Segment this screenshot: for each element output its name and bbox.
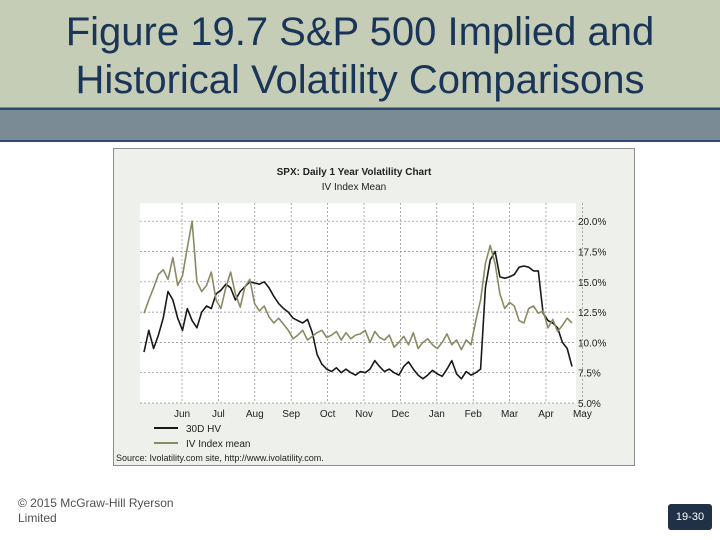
- x-tick-label: Aug: [246, 409, 264, 420]
- slide-title-line-1: Figure 19.7 S&P 500 Implied and: [65, 10, 655, 54]
- x-tick-label: Jul: [212, 409, 225, 420]
- x-tick-label: May: [573, 409, 592, 420]
- y-tick-label: 5.0%: [578, 399, 601, 410]
- x-tick-label: Nov: [355, 409, 373, 420]
- y-tick-label: 17.5%: [578, 247, 606, 258]
- x-tick-label: Apr: [538, 409, 554, 420]
- y-axis-tick-labels: 20.0% 17.5% 15.0% 12.5% 10.0% 7.5% 5.0%: [578, 217, 606, 410]
- x-tick-label: Jun: [174, 409, 190, 420]
- legend-label-30d-hv: 30D HV: [186, 424, 221, 435]
- y-tick-label: 10.0%: [578, 338, 606, 349]
- volatility-chart: SPX: Daily 1 Year Volatility Chart IV In…: [116, 167, 606, 463]
- y-tick-label: 20.0%: [578, 217, 606, 228]
- x-axis-tick-labels: Jun Jul Aug Sep Oct Nov Dec Jan Feb Mar Apr May: [174, 409, 592, 420]
- page-number-badge: 19-30: [668, 504, 712, 530]
- chart-title: SPX: Daily 1 Year Volatility Chart: [277, 167, 432, 178]
- title-band: [0, 0, 720, 108]
- title-divider-bar: [0, 108, 720, 142]
- copyright-notice: © 2015 McGraw-Hill Ryerson Limited: [18, 496, 174, 525]
- legend-label-iv-index-mean: IV Index mean: [186, 439, 250, 450]
- x-tick-label: Sep: [282, 409, 300, 420]
- chart-source: Source: Ivolatility.com site, http://www…: [116, 453, 324, 463]
- grid-lines: [140, 203, 583, 404]
- y-tick-label: 15.0%: [578, 278, 606, 289]
- x-tick-label: Mar: [501, 409, 519, 420]
- volatility-figure: SPX: Daily 1 Year Volatility Chart IV In…: [113, 148, 635, 466]
- slide-title: Figure 19.7 S&P 500 Implied and Historic…: [0, 8, 720, 104]
- x-tick-label: Jan: [429, 409, 445, 420]
- slide-title-line-2: Historical Volatility Comparisons: [75, 58, 645, 102]
- x-tick-label: Dec: [392, 409, 410, 420]
- y-tick-label: 7.5%: [578, 369, 601, 380]
- legend: 30D HV IV Index mean: [154, 424, 250, 450]
- chart-subtitle: IV Index Mean: [322, 182, 386, 193]
- x-tick-label: Oct: [320, 409, 336, 420]
- y-tick-label: 12.5%: [578, 308, 606, 319]
- x-tick-label: Feb: [465, 409, 483, 420]
- series-line-iv-index-mean: [143, 220, 573, 351]
